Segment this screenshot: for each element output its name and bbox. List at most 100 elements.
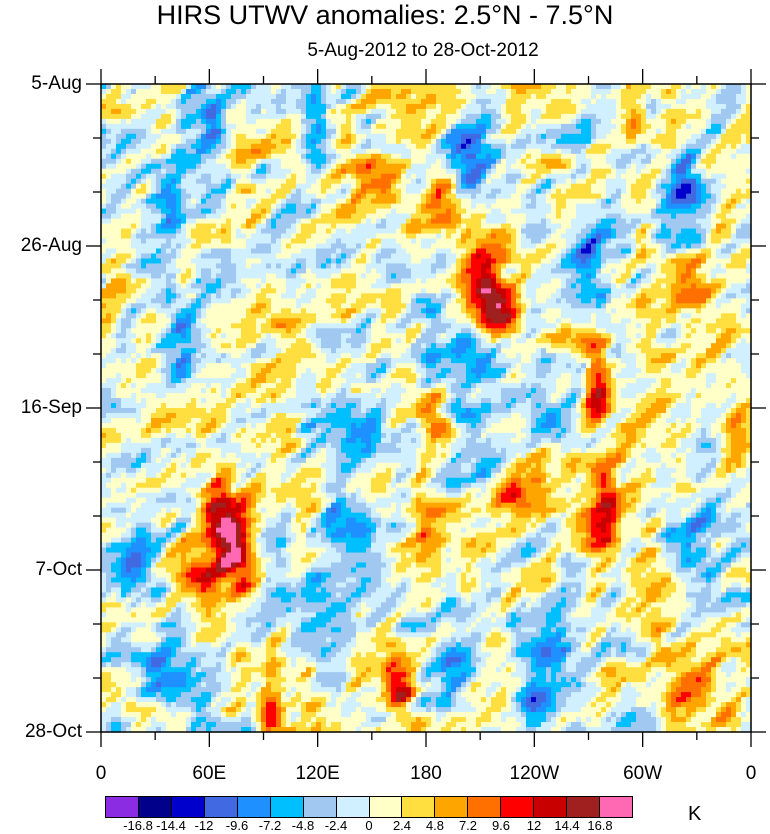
heatmap-cell: [171, 223, 177, 230]
heatmap-cell: [431, 248, 437, 255]
heatmap-cell: [481, 248, 487, 255]
heatmap-cell: [301, 198, 307, 205]
heatmap-cell: [181, 98, 187, 105]
heatmap-cell: [666, 93, 672, 100]
heatmap-cell: [691, 268, 697, 275]
heatmap-cell: [501, 258, 507, 265]
heatmap-cell: [526, 268, 532, 275]
heatmap-cell: [581, 163, 587, 170]
heatmap-cell: [451, 93, 457, 100]
heatmap-cell: [161, 248, 167, 255]
heatmap-cell: [536, 198, 542, 205]
heatmap-cell: [346, 203, 352, 210]
heatmap-cell: [246, 268, 252, 275]
heatmap-cell: [201, 203, 207, 210]
heatmap-cell: [651, 143, 657, 150]
heatmap-cell: [561, 143, 567, 150]
heatmap-cell: [586, 248, 592, 255]
heatmap-cell: [111, 238, 117, 245]
heatmap-cell: [711, 238, 717, 245]
heatmap-cell: [501, 153, 507, 160]
heatmap-cell: [571, 123, 577, 130]
heatmap-cell: [596, 113, 602, 120]
heatmap-cell: [406, 88, 412, 95]
heatmap-cell: [601, 88, 607, 95]
heatmap-cell: [136, 248, 142, 255]
heatmap-cell: [186, 88, 192, 95]
heatmap-cell: [651, 128, 657, 135]
heatmap-cell: [376, 113, 382, 120]
heatmap-cell: [266, 93, 272, 100]
heatmap-cell: [521, 208, 527, 215]
heatmap-cell: [221, 273, 227, 279]
heatmap-cell: [616, 183, 622, 190]
heatmap-cell: [421, 268, 427, 275]
heatmap-cell: [316, 138, 322, 145]
heatmap-cell: [571, 238, 577, 245]
heatmap-cell: [471, 188, 477, 195]
heatmap-cell: [741, 123, 747, 130]
heatmap-cell: [741, 233, 747, 240]
heatmap-cell: [611, 113, 617, 120]
heatmap-cell: [251, 263, 257, 270]
heatmap-cell: [561, 253, 567, 260]
heatmap-cell: [111, 213, 117, 220]
heatmap-cell: [491, 238, 497, 245]
heatmap-cell: [476, 223, 482, 230]
heatmap-cell: [596, 158, 602, 165]
heatmap-cell: [646, 158, 652, 165]
heatmap-cell: [651, 88, 657, 95]
heatmap-cell: [441, 188, 447, 195]
heatmap-cell: [201, 208, 207, 215]
heatmap-cell: [601, 238, 607, 245]
heatmap-cell: [661, 173, 667, 180]
heatmap-cell: [376, 213, 382, 220]
heatmap-cell: [221, 213, 227, 220]
heatmap-cell: [141, 228, 147, 235]
heatmap-cell: [721, 233, 727, 240]
heatmap-cell: [641, 213, 647, 220]
heatmap-cell: [701, 263, 707, 270]
heatmap-cell: [341, 84, 347, 90]
heatmap-cell: [616, 103, 622, 110]
heatmap-cell: [486, 203, 492, 210]
heatmap-cell: [141, 133, 147, 140]
heatmap-cell: [441, 208, 447, 215]
heatmap-cell: [576, 223, 582, 230]
heatmap-cell: [686, 188, 692, 195]
heatmap-cell: [201, 173, 207, 180]
heatmap-cell: [261, 158, 267, 165]
heatmap-cell: [136, 213, 142, 220]
heatmap-cell: [616, 213, 622, 220]
heatmap-cell: [226, 113, 232, 120]
heatmap-cell: [606, 148, 612, 155]
heatmap-cell: [716, 258, 722, 265]
heatmap-cell: [516, 208, 522, 215]
heatmap-cell: [366, 93, 372, 100]
heatmap-cell: [356, 173, 362, 180]
heatmap-cell: [141, 188, 147, 195]
heatmap-cell: [606, 233, 612, 240]
heatmap-cell: [396, 153, 402, 160]
heatmap-cell: [166, 238, 172, 245]
heatmap-cell: [431, 198, 437, 205]
heatmap-cell: [346, 93, 352, 100]
heatmap-cell: [381, 133, 387, 140]
heatmap-cell: [631, 193, 637, 200]
heatmap-cell: [736, 98, 742, 105]
heatmap-cell: [221, 108, 227, 115]
heatmap-cell: [721, 263, 727, 270]
heatmap-cell: [346, 258, 352, 265]
heatmap-cell: [416, 193, 422, 200]
heatmap-cell: [516, 138, 522, 145]
heatmap-cell: [666, 153, 672, 160]
heatmap-cell: [161, 203, 167, 210]
heatmap-cell: [481, 84, 487, 90]
heatmap-cell: [481, 168, 487, 175]
heatmap-cell: [611, 128, 617, 135]
heatmap-cell: [411, 93, 417, 100]
heatmap-cell: [626, 133, 632, 140]
heatmap-cell: [321, 228, 327, 235]
heatmap-cell: [226, 123, 232, 130]
heatmap-cell: [316, 228, 322, 235]
